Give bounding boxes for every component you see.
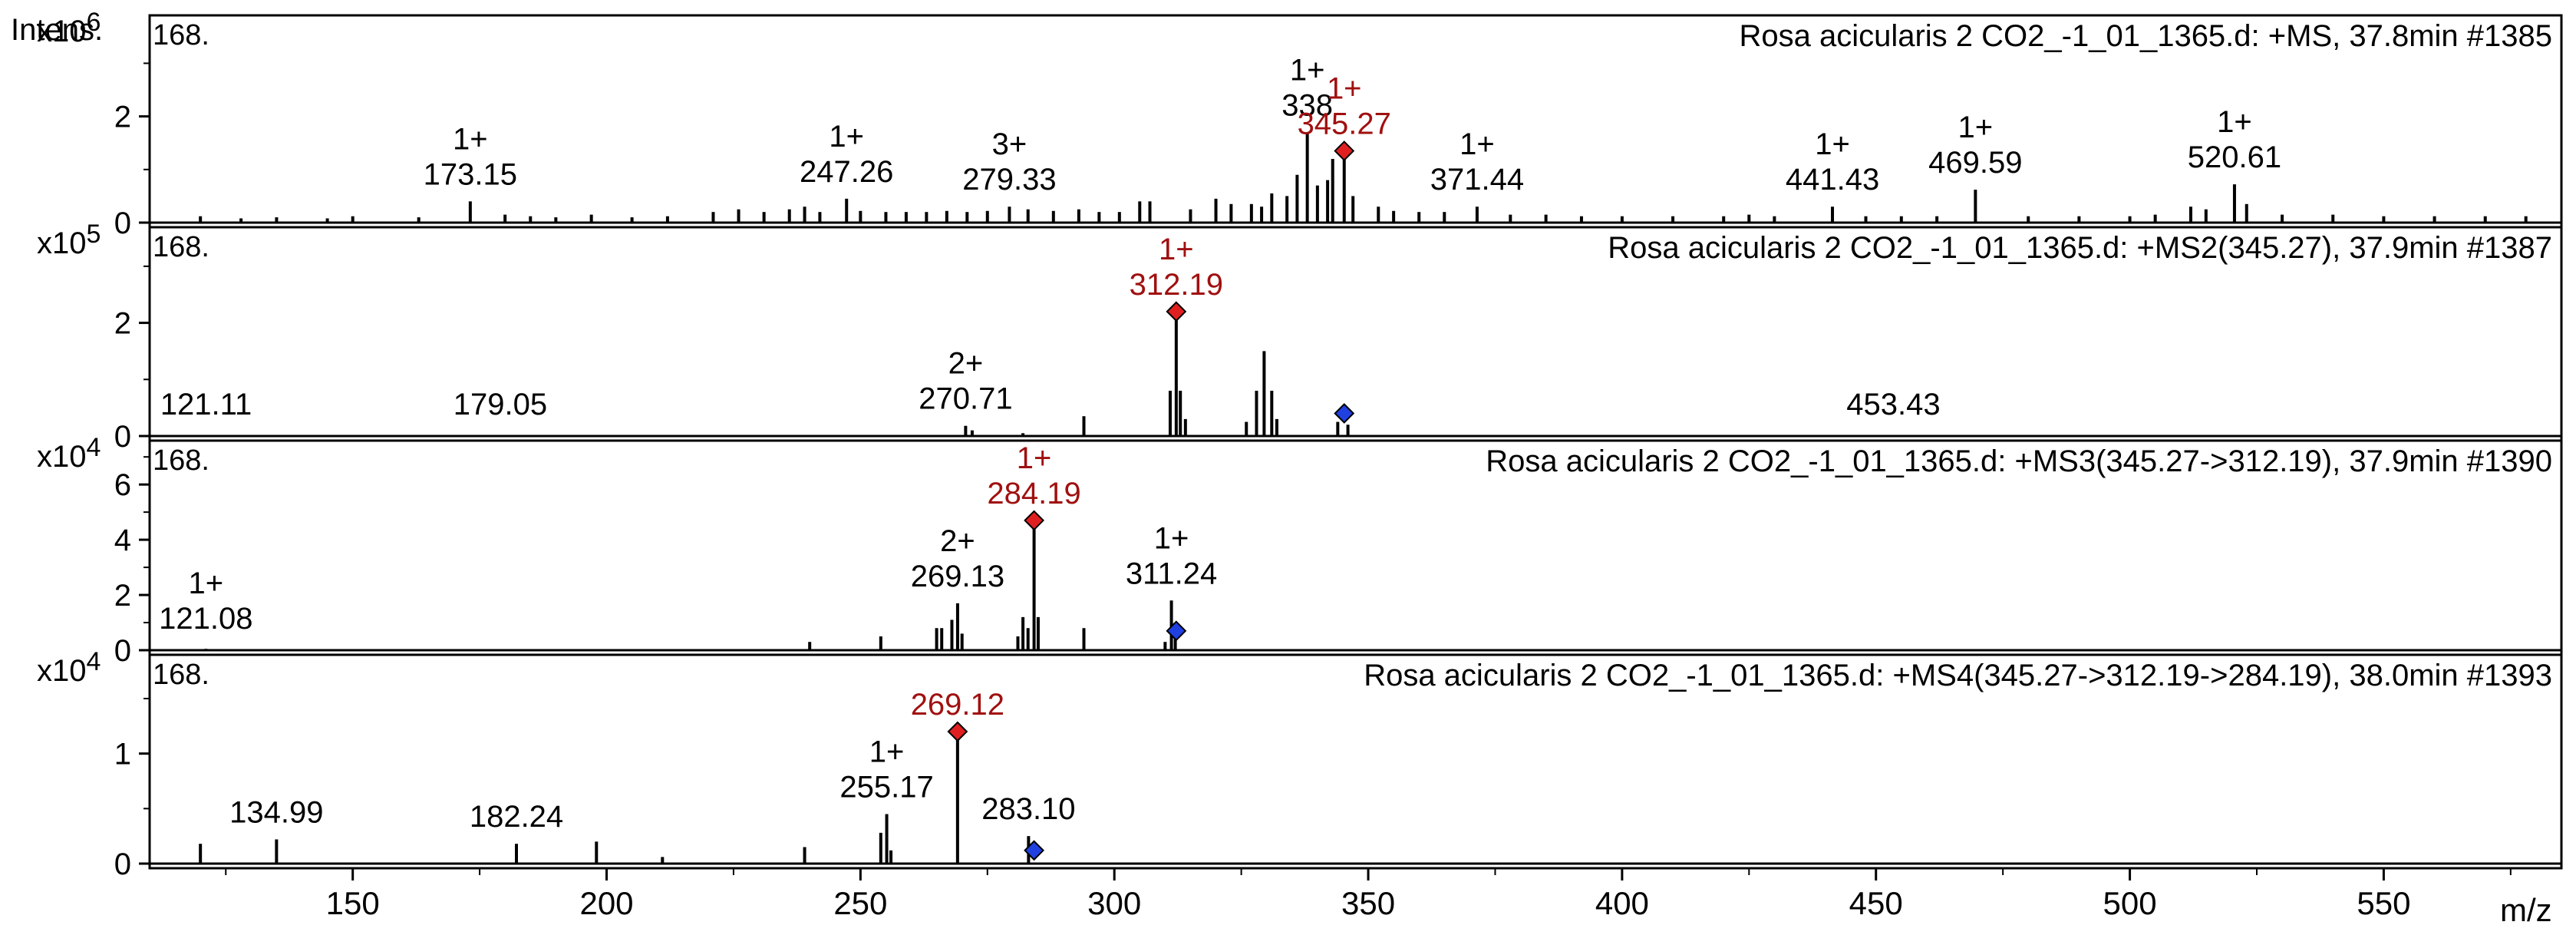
x-tick-label: 300 [1087,885,1141,921]
x-tick-label: 150 [326,885,380,921]
x-tick-label: 450 [1849,885,1903,921]
y-tick-label: 6 [114,468,131,502]
charge-label: 1+ [453,122,488,156]
y-tick-label: 1 [114,738,131,771]
charge-label: 1+ [2217,105,2252,139]
charge-label: 1+ [1154,521,1189,555]
x-tick-label: 200 [579,885,633,921]
parent-marker [1166,620,1187,642]
exponent-label: x106 [37,8,101,48]
x-tick-label: 250 [833,885,887,921]
parent-marker [1024,840,1045,861]
corner-label: 168. [153,19,209,51]
exponent-label: x104 [37,433,101,474]
peak-label: 269.13 [911,560,1004,593]
charge-label: 2+ [948,347,984,381]
precursor-marker [1334,140,1355,162]
peak-label: 283.10 [981,792,1075,826]
charge-label: 2+ [940,524,975,558]
peak-label: 520.61 [2188,140,2281,174]
panel-title: Rosa acicularis 2 CO2_-1_01_1365.d: +MS4… [1364,659,2552,692]
x-tick-label: 500 [2103,885,2157,921]
charge-label: 1+ [869,735,905,769]
y-tick-label: 2 [114,307,131,341]
peak-label: 270.71 [919,382,1012,416]
y-tick-label: 0 [114,206,131,240]
peak-label: 134.99 [229,795,323,829]
charge-label: 3+ [992,127,1027,161]
parent-marker [1334,403,1355,424]
charge-label: 1+ [1460,127,1495,161]
panel-ms4: 0 1 x104 168. Rosa acicularis 2 CO2_-1_01_13… [37,647,2563,881]
peak-label: 338 [1281,88,1333,122]
peak-label: 121.11 [160,388,252,421]
precursor-marker [947,721,968,742]
charge-label: 1+ [1159,233,1194,266]
peak-label: 247.26 [800,155,893,189]
corner-label: 168. [153,444,209,477]
panel-title: Rosa acicularis 2 CO2_-1_01_1365.d: +MS3… [1486,444,2552,478]
x-tick-label: 550 [2357,885,2410,921]
exponent-label: x104 [37,647,101,688]
charge-label: 1+ [1958,111,1994,144]
corner-label: 168. [153,659,209,691]
peak-label: 453.43 [1846,388,1940,421]
charge-label: 1+ [1815,127,1850,161]
y-tick-label: 0 [114,847,131,881]
y-tick-label: 2 [114,101,131,134]
charge-label: 1+ [1017,441,1052,475]
peak-label: 284.19 [987,477,1080,510]
peak-label: 179.05 [454,388,547,421]
panel-title: Rosa acicularis 2 CO2_-1_01_1365.d: +MS,… [1739,19,2552,53]
panel-ms2: 0 2 x105 168. Rosa acicularis 2 CO2_-1_01_13… [37,220,2563,454]
corner-label: 168. [153,231,209,263]
y-axis-label: Intens. [11,13,103,47]
charge-label: 1+ [189,567,224,600]
peak-label: 279.33 [962,163,1056,197]
y-tick-label: 4 [114,524,131,557]
peak-label: 345.27 [1298,107,1391,141]
y-tick-label: 0 [114,420,131,454]
peak-label: 173.15 [424,157,517,191]
peak-label: 121.08 [159,602,252,636]
charge-label: 1+ [829,120,864,154]
peak-label: 182.24 [470,800,563,834]
panel-title: Rosa acicularis 2 CO2_-1_01_1365.d: +MS2… [1608,231,2552,265]
peak-label: 311.24 [1126,557,1217,590]
peak-label: 255.17 [839,771,933,804]
spectra-panels: 0 2 x106 168. Rosa acicularis 2 CO2_-1_01_13… [37,8,2563,881]
y-tick-label: 2 [114,579,131,613]
precursor-marker [1024,510,1045,531]
peak-label: 469.59 [1928,146,2022,180]
x-axis-label: m/z [2500,892,2552,928]
charge-label: 1+ [1290,53,1325,87]
panel-ms1: 0 2 x106 168. Rosa acicularis 2 CO2_-1_01_13… [37,8,2563,240]
y-tick-label: 0 [114,634,131,668]
exponent-label: x105 [37,220,101,260]
peak-label: 312.19 [1130,268,1223,302]
peak-label: 269.12 [911,688,1004,722]
charge-label: 1+ [1327,72,1362,106]
x-axis: 150 200 250 300 350 400 450 500 550 [150,867,2561,921]
x-tick-label: 400 [1595,885,1649,921]
peak-label: 441.43 [1786,163,1879,197]
peak-label: 371.44 [1430,163,1524,197]
panel-ms3: 0 2 4 6 x104 168. Rosa acicularis 2 CO2_-1_01_… [37,433,2563,668]
x-tick-label: 350 [1341,885,1395,921]
precursor-marker [1166,301,1187,322]
